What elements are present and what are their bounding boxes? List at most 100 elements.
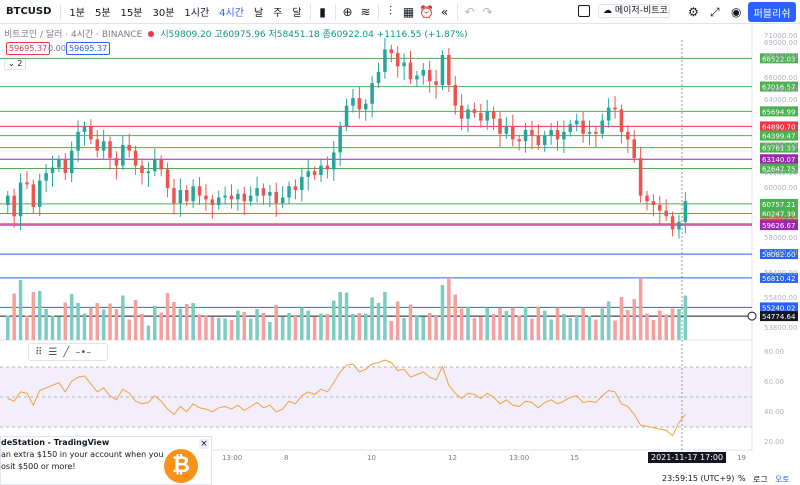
volume-bar[interactable]: [651, 320, 656, 340]
candle-body[interactable]: [6, 195, 10, 205]
candle-body[interactable]: [31, 184, 36, 207]
candle-body[interactable]: [255, 188, 259, 196]
volume-bar[interactable]: [498, 308, 502, 340]
candle-body[interactable]: [542, 135, 547, 145]
candle-body[interactable]: [498, 118, 502, 134]
volume-bar[interactable]: [453, 294, 457, 341]
volume-bar[interactable]: [523, 307, 528, 340]
candle-body[interactable]: [587, 131, 592, 134]
settings-icon[interactable]: ⚙: [688, 5, 699, 19]
volume-bar[interactable]: [619, 297, 624, 340]
candle-body[interactable]: [594, 131, 598, 134]
candle-body[interactable]: [261, 188, 266, 196]
symbol-search[interactable]: BTCUSD: [6, 6, 52, 17]
volume-bar[interactable]: [216, 318, 221, 340]
indicators-icon[interactable]: ⫶: [389, 4, 393, 18]
advertisement-panel[interactable]: deStation - TradingView an extra $150 in…: [0, 436, 212, 485]
volume-bar[interactable]: [606, 301, 611, 341]
candle-body[interactable]: [76, 131, 80, 151]
candle-body[interactable]: [319, 165, 323, 175]
volume-bar[interactable]: [632, 299, 636, 340]
volume-bar[interactable]: [511, 307, 515, 341]
candle-body[interactable]: [95, 139, 100, 151]
candle-body[interactable]: [645, 195, 649, 202]
volume-bar[interactable]: [101, 309, 106, 341]
candle-body[interactable]: [434, 81, 438, 85]
candle-body[interactable]: [210, 199, 215, 205]
candle-body[interactable]: [677, 221, 681, 230]
volume-bar[interactable]: [114, 309, 119, 340]
candle-body[interactable]: [146, 171, 151, 174]
candle-body[interactable]: [229, 195, 234, 200]
candle-body[interactable]: [121, 145, 125, 166]
auto-toggle[interactable]: 오토: [775, 475, 790, 484]
interval-7[interactable]: 주: [273, 8, 283, 19]
volume-bar[interactable]: [255, 309, 259, 340]
candle-body[interactable]: [312, 171, 317, 175]
candle-body[interactable]: [395, 53, 400, 67]
volume-bar[interactable]: [415, 315, 419, 340]
candle-body[interactable]: [108, 141, 112, 159]
volume-bar[interactable]: [146, 325, 151, 341]
candle-body[interactable]: [568, 124, 573, 132]
publish-button[interactable]: 퍼블리쉬: [748, 2, 796, 22]
candle-body[interactable]: [472, 109, 477, 114]
volume-bar[interactable]: [670, 308, 675, 341]
volume-bar[interactable]: [683, 295, 688, 341]
volume-bar[interactable]: [312, 317, 317, 340]
volume-bar[interactable]: [402, 318, 406, 340]
candle-body[interactable]: [485, 111, 489, 121]
volume-bar[interactable]: [332, 300, 336, 341]
candle-body[interactable]: [25, 182, 29, 185]
volume-bar[interactable]: [37, 291, 42, 340]
candle-body[interactable]: [466, 109, 470, 119]
candle-body[interactable]: [376, 71, 381, 84]
candle-body[interactable]: [491, 111, 496, 119]
volume-bar[interactable]: [344, 292, 349, 341]
volume-bar[interactable]: [677, 309, 681, 340]
volume-bar[interactable]: [555, 307, 560, 341]
sell-price-box[interactable]: 59695.37: [6, 42, 51, 55]
volume-bar[interactable]: [447, 278, 451, 340]
volume-bar[interactable]: [383, 292, 387, 340]
volume-bar[interactable]: [274, 305, 279, 340]
candle-body[interactable]: [574, 120, 579, 125]
compare-icon[interactable]: ≋: [360, 4, 371, 19]
volume-bar[interactable]: [12, 293, 16, 341]
volume-bar[interactable]: [57, 317, 61, 340]
fullscreen-icon[interactable]: ⤢: [710, 5, 720, 19]
volume-bar[interactable]: [517, 315, 521, 341]
volume-bar[interactable]: [427, 313, 432, 340]
volume-bar[interactable]: [69, 294, 74, 340]
volume-bar[interactable]: [172, 302, 176, 340]
volume-bar[interactable]: [306, 310, 310, 341]
volume-bar[interactable]: [153, 306, 157, 340]
volume-bar[interactable]: [127, 319, 131, 341]
volume-bar[interactable]: [223, 318, 227, 341]
volume-bar[interactable]: [236, 310, 240, 341]
interval-3[interactable]: 30분: [152, 8, 175, 19]
candle-body[interactable]: [453, 85, 457, 106]
candle-body[interactable]: [421, 70, 426, 76]
interval-2[interactable]: 15분: [120, 8, 143, 19]
volume-bar[interactable]: [191, 303, 195, 340]
candle-body[interactable]: [357, 98, 362, 110]
volume-bar[interactable]: [466, 306, 470, 341]
drag-handle-icon[interactable]: ⠿: [35, 346, 43, 358]
candle-body[interactable]: [191, 186, 195, 202]
candle-body[interactable]: [638, 158, 643, 196]
candle-body[interactable]: [114, 158, 119, 166]
candle-body[interactable]: [479, 113, 483, 121]
volume-bar[interactable]: [229, 320, 234, 340]
volume-bar[interactable]: [44, 309, 48, 340]
candle-body[interactable]: [44, 173, 48, 181]
volume-bar[interactable]: [485, 307, 489, 341]
candle-body[interactable]: [351, 98, 355, 106]
candle-body[interactable]: [619, 109, 624, 132]
candle-body[interactable]: [236, 193, 240, 200]
layout-toggle-icon[interactable]: [578, 5, 590, 17]
candle-body[interactable]: [658, 205, 662, 211]
volume-bar[interactable]: [645, 313, 649, 341]
redo-icon[interactable]: ↷: [482, 4, 493, 19]
candle-body[interactable]: [447, 55, 451, 85]
